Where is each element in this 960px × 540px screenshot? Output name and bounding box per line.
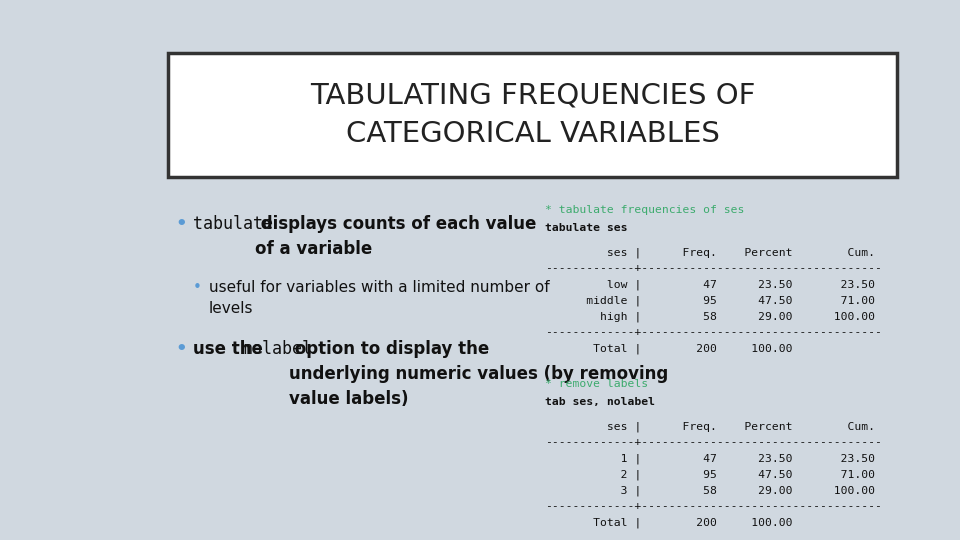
Text: tabulate ses: tabulate ses — [545, 223, 628, 233]
Text: 1 |         47      23.50       23.50: 1 | 47 23.50 23.50 — [545, 453, 875, 463]
FancyBboxPatch shape — [168, 53, 897, 177]
Text: * remove labels: * remove labels — [545, 379, 648, 389]
Text: 3 |         58      29.00      100.00: 3 | 58 29.00 100.00 — [545, 485, 875, 496]
Text: high |         58      29.00      100.00: high | 58 29.00 100.00 — [545, 311, 875, 321]
Text: -------------+-----------------------------------: -------------+--------------------------… — [545, 327, 882, 337]
Text: ses |      Freq.    Percent        Cum.: ses | Freq. Percent Cum. — [545, 421, 875, 431]
Text: -------------+-----------------------------------: -------------+--------------------------… — [545, 263, 882, 273]
Text: * tabulate frequencies of ses: * tabulate frequencies of ses — [545, 205, 744, 215]
Text: •: • — [175, 340, 186, 358]
Text: nolabel: nolabel — [242, 340, 312, 358]
Text: displays counts of each value
of a variable: displays counts of each value of a varia… — [255, 215, 537, 258]
Text: option to display the
underlying numeric values (by removing
value labels): option to display the underlying numeric… — [289, 340, 668, 408]
Text: tab ses, nolabel: tab ses, nolabel — [545, 397, 655, 407]
Text: Total |        200     100.00: Total | 200 100.00 — [545, 517, 793, 528]
Text: -------------+-----------------------------------: -------------+--------------------------… — [545, 501, 882, 511]
Text: •: • — [193, 280, 202, 295]
Text: •: • — [175, 215, 186, 233]
Text: ses |      Freq.    Percent        Cum.: ses | Freq. Percent Cum. — [545, 247, 875, 258]
Text: TABULATING FREQUENCIES OF
CATEGORICAL VARIABLES: TABULATING FREQUENCIES OF CATEGORICAL VA… — [310, 82, 756, 148]
Text: Total |        200     100.00: Total | 200 100.00 — [545, 343, 793, 354]
Text: -------------+-----------------------------------: -------------+--------------------------… — [545, 437, 882, 447]
Text: tabulate: tabulate — [193, 215, 273, 233]
Text: low |         47      23.50       23.50: low | 47 23.50 23.50 — [545, 279, 875, 289]
Text: middle |         95      47.50       71.00: middle | 95 47.50 71.00 — [545, 295, 875, 306]
Text: 2 |         95      47.50       71.00: 2 | 95 47.50 71.00 — [545, 469, 875, 480]
Text: use the: use the — [193, 340, 269, 358]
Text: useful for variables with a limited number of
levels: useful for variables with a limited numb… — [209, 280, 550, 316]
